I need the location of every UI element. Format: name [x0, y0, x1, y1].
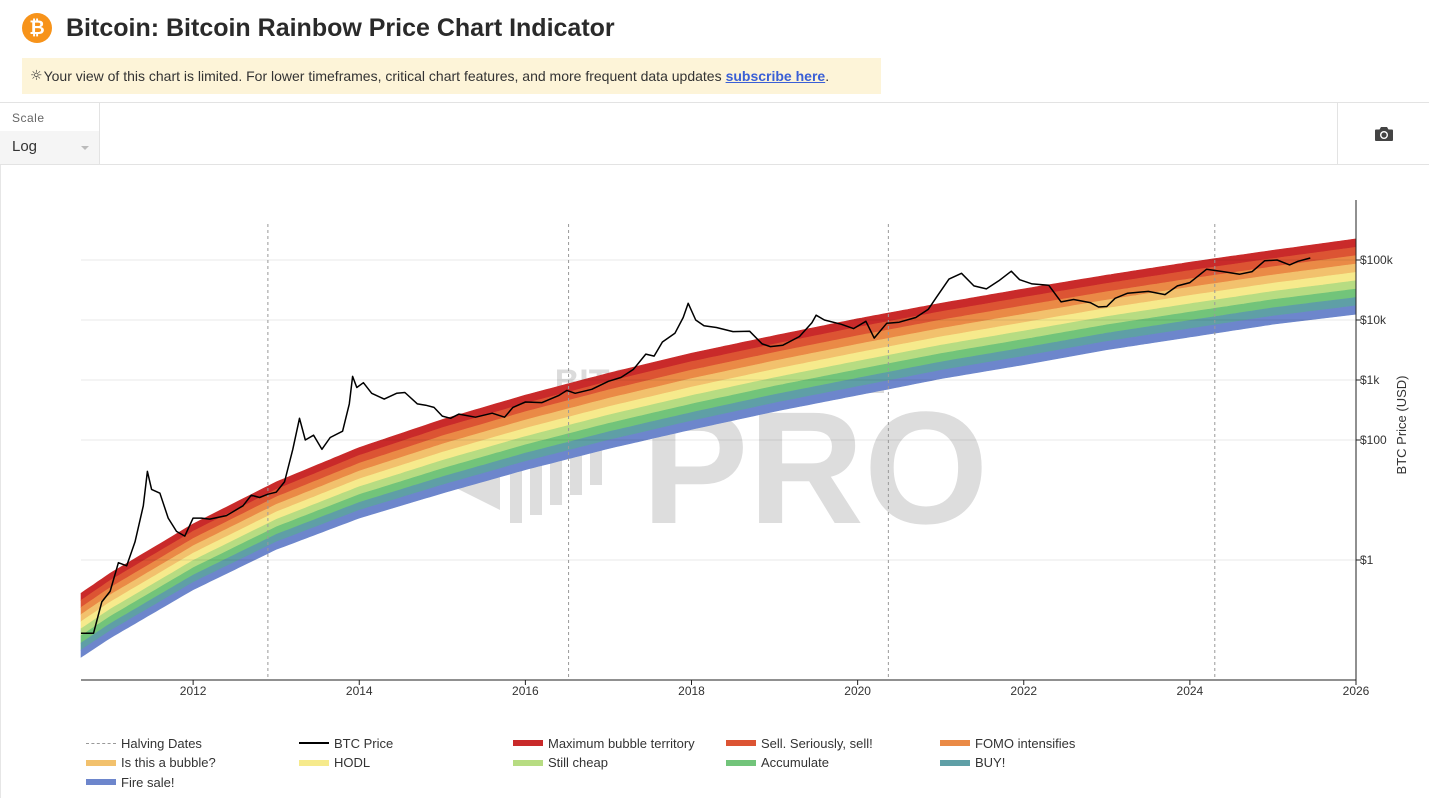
legend-swatch — [86, 759, 116, 766]
legend-swatch — [726, 740, 756, 746]
legend-item[interactable]: Halving Dates — [86, 734, 202, 752]
y-tick-label: $100k — [1360, 253, 1394, 267]
camera-button[interactable] — [1337, 103, 1429, 164]
camera-icon — [1374, 126, 1393, 141]
legend-item[interactable]: Still cheap — [513, 754, 608, 772]
y-tick-label: $1k — [1360, 373, 1380, 387]
page-title: Bitcoin: Bitcoin Rainbow Price Chart Ind… — [66, 13, 615, 42]
scale-value: Log — [12, 138, 38, 155]
legend-item[interactable]: Accumulate — [726, 754, 829, 772]
price-series — [81, 257, 1311, 635]
btc-price-line — [81, 257, 1311, 635]
x-tick-label: 2022 — [1010, 684, 1037, 698]
axes: 2012 2014 2016 2018 2020 2022 2024 2026 $1 $100 $1… — [81, 200, 1394, 698]
legend-swatch — [513, 740, 543, 746]
limited-view-notice: ☼ Your view of this chart is limited. Fo… — [22, 58, 881, 94]
scale-label: Scale — [12, 111, 45, 125]
legend-label: BTC Price — [334, 735, 394, 751]
y-axis-title: BTC Price (USD) — [1394, 376, 1409, 475]
x-tick-label: 2020 — [844, 684, 871, 698]
sun-icon: ☼ — [30, 68, 43, 84]
x-tick-label: 2016 — [512, 684, 539, 698]
scale-control: Scale Log — [0, 103, 100, 164]
legend-item[interactable]: FOMO intensifies — [940, 734, 1075, 752]
legend-label: Accumulate — [761, 755, 829, 770]
legend-label: BUY! — [975, 755, 1006, 770]
chevron-down-icon — [81, 146, 89, 150]
y-tick-label: $10k — [1360, 313, 1387, 327]
x-tick-label: 2018 — [678, 684, 705, 698]
legend-item[interactable]: HODL — [299, 754, 370, 772]
page-header: ₿ Bitcoin: Bitcoin Rainbow Price Chart I… — [22, 12, 615, 44]
legend-label: Fire sale! — [121, 774, 175, 790]
chart-legend: Halving Dates BTC Price Maximum bubble ter… — [86, 734, 1366, 794]
legend-swatch — [299, 742, 329, 744]
legend-swatch — [513, 759, 543, 766]
y-tick-label: $100 — [1360, 433, 1387, 447]
legend-item[interactable]: BUY! — [940, 754, 1005, 772]
legend-swatch — [940, 740, 970, 746]
legend-item[interactable]: Sell. Seriously, sell! — [726, 734, 873, 752]
x-tick-label: 2014 — [346, 684, 373, 698]
legend-item[interactable]: Maximum bubble territory — [513, 734, 695, 752]
legend-label: Halving Dates — [121, 735, 202, 751]
legend-swatch — [299, 759, 329, 766]
rainbow-chart[interactable]: BITCOIN MAGAZINE PRO 2012201420162018202… — [0, 165, 1429, 725]
notice-text: Your view of this chart is limited. For … — [43, 68, 722, 84]
legend-label: Maximum bubble territory — [548, 735, 695, 751]
notice-end: . — [825, 68, 830, 84]
legend-swatch — [86, 779, 116, 785]
legend-swatch — [726, 759, 756, 766]
legend-swatch — [86, 742, 116, 744]
x-tick-label: 2026 — [1343, 684, 1370, 698]
grid-lines — [81, 259, 1356, 561]
legend-label: FOMO intensifies — [975, 735, 1076, 751]
scale-select[interactable]: Log — [0, 131, 99, 164]
subscribe-link[interactable]: subscribe here — [725, 68, 826, 84]
legend-label: HODL — [334, 755, 371, 770]
legend-item[interactable]: BTC Price — [299, 734, 393, 752]
x-tick-label: 2012 — [180, 684, 207, 698]
left-border — [0, 165, 1, 798]
bitcoin-icon: ₿ — [22, 13, 52, 43]
legend-item[interactable]: Fire sale! — [86, 773, 174, 791]
chart-toolbar: Scale Log — [0, 102, 1429, 165]
legend-label: Sell. Seriously, sell! — [761, 735, 873, 751]
legend-item[interactable]: Is this a bubble? — [86, 754, 216, 772]
halving-lines — [267, 224, 1216, 680]
legend-label: Is this a bubble? — [121, 755, 216, 770]
y-tick-label: $1 — [1360, 553, 1374, 567]
legend-label: Still cheap — [548, 755, 608, 770]
x-tick-label: 2024 — [1177, 684, 1204, 698]
legend-swatch — [940, 759, 970, 766]
